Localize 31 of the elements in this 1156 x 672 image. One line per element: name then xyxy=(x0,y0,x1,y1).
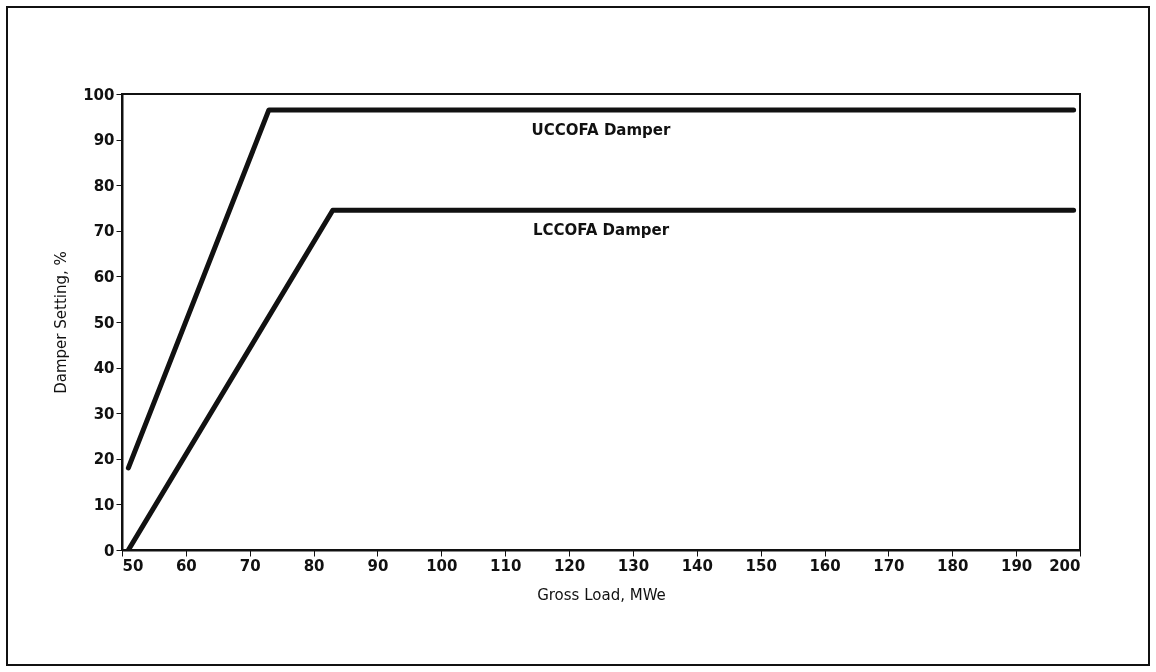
x-tick-label: 120 xyxy=(553,556,586,575)
x-tick-label: 90 xyxy=(367,556,389,575)
x-tick-label: 200 xyxy=(1049,556,1081,575)
x-tick-label: 70 xyxy=(239,556,261,575)
x-tick-label: 180 xyxy=(937,556,969,575)
y-tick-label: 100 xyxy=(83,85,115,104)
y-tick-label: 0 xyxy=(104,541,115,560)
y-tick-label: 70 xyxy=(93,222,115,241)
y-tick-label: 40 xyxy=(93,359,115,378)
x-tick-label: 160 xyxy=(809,556,841,575)
x-tick-label: 110 xyxy=(490,556,522,575)
x-tick-label: 50 xyxy=(122,556,144,575)
x-tick-label: 100 xyxy=(426,556,458,575)
series-label: UCCOFA Damper xyxy=(531,120,671,139)
y-tick-label: 30 xyxy=(93,404,115,423)
y-tick-label: 10 xyxy=(93,495,115,514)
x-tick-label: 140 xyxy=(681,556,713,575)
y-tick-label: 60 xyxy=(93,267,115,286)
y-tick-label: 50 xyxy=(93,313,115,332)
x-tick-label: 170 xyxy=(873,556,905,575)
x-tick-label: 80 xyxy=(303,556,325,575)
y-tick-label: 80 xyxy=(93,176,115,195)
series-label: LCCOFA Damper xyxy=(532,221,670,240)
y-axis-title: Damper Setting, % xyxy=(52,251,71,394)
y-tick-label: 90 xyxy=(93,131,115,150)
x-tick-label: 150 xyxy=(745,556,777,575)
x-axis-title: Gross Load, MWe xyxy=(537,585,666,604)
x-tick-label: 60 xyxy=(175,556,197,575)
x-tick-label: 130 xyxy=(617,556,650,575)
x-tick-label: 190 xyxy=(1000,556,1033,575)
y-tick-label: 20 xyxy=(93,450,115,469)
